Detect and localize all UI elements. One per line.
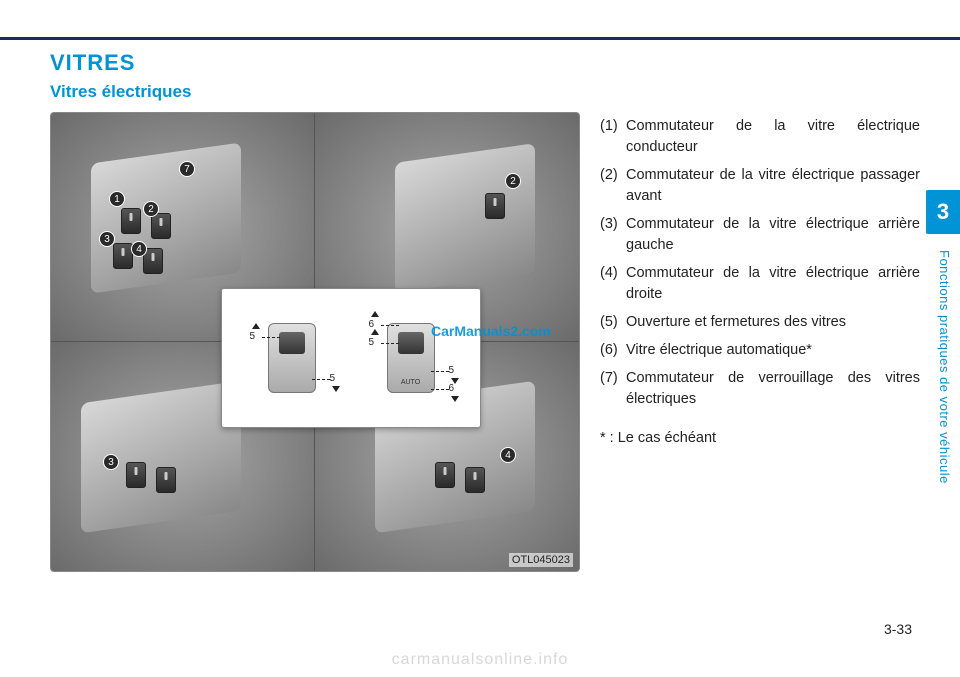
li-text: Commutateur de la vitre électrique arriè…	[626, 214, 920, 256]
callout-br-4: 4	[500, 447, 516, 463]
li-text: Commutateur de verrouillage des vitres é…	[626, 368, 920, 410]
callout-bl-3: 3	[103, 454, 119, 470]
footer-watermark: carmanualsonline.info	[0, 651, 960, 669]
li-num: (3)	[600, 214, 626, 256]
section-side-label: Fonctions pratiques de votre véhicule	[937, 250, 952, 484]
section-heading: VITRES	[50, 50, 920, 76]
top-bar	[0, 0, 960, 40]
inset-label-5b: 5	[330, 373, 336, 384]
li-text: Commutateur de la vitre électrique passa…	[626, 165, 920, 207]
li-text: Commutateur de la vitre électrique arriè…	[626, 263, 920, 305]
inset-label-6b: 6	[449, 383, 455, 394]
list-item: (7)Commutateur de verrouillage des vitre…	[600, 368, 920, 410]
callout-2: 2	[143, 201, 159, 217]
list-item: (5)Ouverture et fermetures des vitres	[600, 312, 920, 333]
page-content: VITRES Vitres électriques 1 2 3 4 7 2	[0, 40, 960, 572]
inset-switch-manual	[268, 323, 316, 393]
figure-watermark: CarManuals2.com	[431, 323, 551, 339]
page-number: 3-33	[884, 621, 912, 637]
callout-3: 3	[99, 231, 115, 247]
li-num: (1)	[600, 116, 626, 158]
figure-windows-switches: 1 2 3 4 7 2 3 4	[50, 112, 580, 572]
inset-label-5c: 5	[369, 337, 375, 348]
li-num: (2)	[600, 165, 626, 207]
inset-label-5d: 5	[449, 365, 455, 376]
li-text: Vitre électrique automatique*	[626, 340, 920, 361]
inset-label-5a: 5	[250, 331, 256, 342]
list-item: (6)Vitre électrique automatique*	[600, 340, 920, 361]
footnote: * : Le cas échéant	[600, 428, 920, 449]
section-tab: 3	[926, 190, 960, 234]
callout-7: 7	[179, 161, 195, 177]
li-num: (7)	[600, 368, 626, 410]
list-item: (4)Commutateur de la vitre électrique ar…	[600, 263, 920, 305]
main-row: 1 2 3 4 7 2 3 4	[50, 112, 920, 572]
li-num: (6)	[600, 340, 626, 361]
li-num: (4)	[600, 263, 626, 305]
callout-tr-2: 2	[505, 173, 521, 189]
figure-code: OTL045023	[509, 553, 573, 567]
list-item: (2)Commutateur de la vitre électrique pa…	[600, 165, 920, 207]
callout-4: 4	[131, 241, 147, 257]
list-item: (1)Commutateur de la vitre électrique co…	[600, 116, 920, 158]
auto-label: AUTO	[388, 379, 434, 386]
li-text: Ouverture et fermetures des vitres	[626, 312, 920, 333]
li-num: (5)	[600, 312, 626, 333]
list-item: (3)Commutateur de la vitre électrique ar…	[600, 214, 920, 256]
callout-1: 1	[109, 191, 125, 207]
figure-inset: 5 5 AUTO 6 5 5 6	[221, 288, 481, 428]
section-subheading: Vitres électriques	[50, 82, 920, 102]
li-text: Commutateur de la vitre électrique condu…	[626, 116, 920, 158]
legend-list: (1)Commutateur de la vitre électrique co…	[600, 112, 920, 572]
inset-switch-auto: AUTO	[387, 323, 435, 393]
